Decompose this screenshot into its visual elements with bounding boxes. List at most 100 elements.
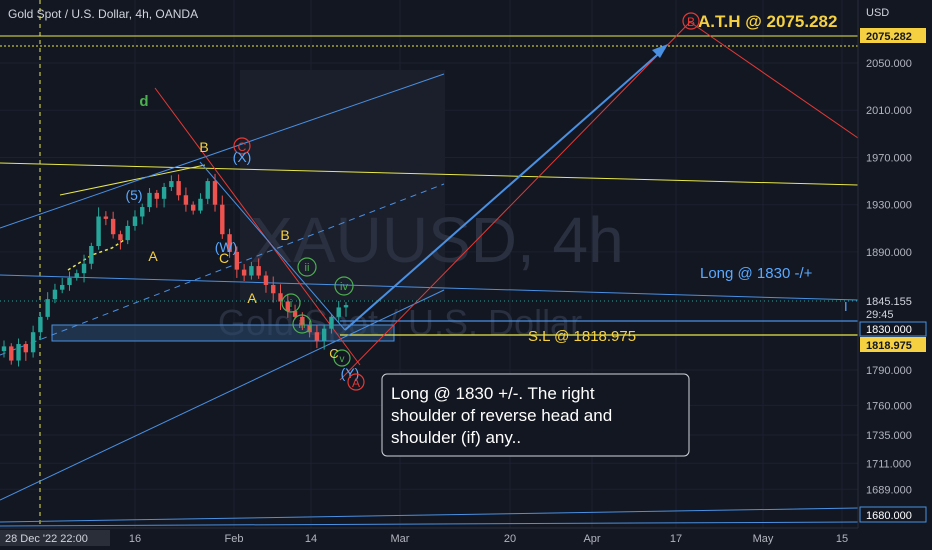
price-tick-2: 1970.000: [866, 152, 912, 164]
candle-body: [329, 316, 334, 329]
price-tick-4: 1890.000: [866, 247, 912, 259]
tag-bottom: 1680.000: [866, 510, 912, 522]
symbol-info: Gold Spot / U.S. Dollar, 4h, OANDA: [8, 7, 198, 21]
yellow-resistance-line: [0, 162, 859, 186]
candle-body: [227, 234, 232, 252]
wave-label-X: (X): [233, 149, 252, 165]
candle-body: [16, 344, 21, 361]
wave-circle-A: [347, 373, 365, 391]
candle-body: [314, 332, 320, 341]
blue-channel-upper: [0, 73, 445, 229]
tag-ath-bg: [860, 28, 926, 43]
time-tick-4: 20: [504, 533, 516, 545]
price-tick-0: 2050.000: [866, 58, 912, 70]
candle-body: [190, 204, 196, 211]
tag-ath: 2075.282: [866, 31, 912, 43]
blue-bottom-line-2: [0, 521, 859, 527]
blue-arrow-head: [652, 44, 668, 58]
wave-circle-iii: [292, 314, 312, 334]
candle-body: [220, 204, 225, 235]
price-tick-3: 1930.000: [866, 200, 912, 212]
blue-channel-lower: [0, 289, 445, 501]
price-tick-8: 1711.000: [866, 458, 911, 470]
wave-circle-v: [333, 349, 351, 367]
candle-body: [60, 284, 65, 290]
tag-long-bg: [859, 321, 927, 337]
tag-long: 1830.000: [866, 324, 912, 336]
candle-body: [125, 225, 130, 241]
blue-leg-line: [199, 161, 346, 331]
time-tick-7: May: [753, 533, 774, 545]
price-tick-5: 1790.000: [866, 365, 912, 377]
candle-body: [336, 307, 341, 317]
time-ticks: 16 Feb 14 Mar 20 Apr 17 May 15: [129, 533, 848, 545]
candle-body: [343, 305, 349, 308]
note-line-1: Long @ 1830 +/-. The right: [391, 384, 595, 403]
wave-circle-B: [682, 12, 700, 30]
long-label: Long @ 1830 -/+: [700, 265, 813, 282]
wave-label-Y: (Y): [341, 365, 360, 381]
candle-body: [205, 181, 210, 199]
candle-body: [110, 218, 116, 235]
candle-body: [198, 198, 203, 211]
wave-circle-C: [233, 137, 251, 155]
price-axis[interactable]: [858, 0, 932, 528]
time-tick-2: 14: [305, 533, 317, 545]
candle-body: [52, 289, 58, 300]
yellow-neckline: [59, 164, 206, 196]
price-ticks: 2050.000 2010.000 1970.000 1930.000 1890.000…: [866, 58, 912, 496]
wave-label-C1: C: [219, 250, 229, 266]
candle-body: [234, 251, 240, 270]
time-tick-5: Apr: [583, 533, 600, 545]
time-tick-0: 16: [129, 533, 141, 545]
candle-body: [263, 275, 269, 285]
tag-countdown: 29:45: [866, 309, 894, 321]
time-axis[interactable]: [0, 528, 932, 550]
candle-body: [176, 181, 181, 196]
time-cursor-label: 28 Dec '22 22:00: [5, 533, 88, 545]
time-tick-3: Mar: [391, 533, 410, 545]
blue-channel-mid: [0, 183, 445, 356]
ath-label: A.T.H @ 2075.282: [698, 12, 837, 31]
wave-label-C2: C: [329, 346, 338, 361]
blue-horizontal-line: [0, 274, 859, 301]
candle-body: [96, 216, 101, 247]
candle-body: [140, 207, 145, 217]
wave-label-C-circle: C: [238, 140, 247, 154]
candle-body: [256, 266, 261, 276]
wave-label-A-circle: A: [352, 376, 360, 390]
candle-body: [67, 277, 72, 285]
projection-shade: [240, 70, 445, 300]
wave-label-d: d: [139, 93, 148, 110]
candle-body: [74, 273, 79, 278]
wave-label-B-circle: B: [687, 15, 695, 29]
cursor-mark: I: [844, 299, 848, 314]
candle-body: [300, 316, 305, 326]
candle-body: [249, 266, 254, 276]
candle-body: [132, 216, 138, 226]
candle-body: [292, 310, 298, 317]
tag-sl-bg: [860, 337, 926, 352]
wave-circle-ii: [297, 257, 317, 277]
price-tick-7: 1735.000: [866, 430, 912, 442]
note-box[interactable]: [381, 373, 690, 457]
wave-label-5: (5): [125, 187, 142, 203]
sl-label: S.L @ 1818.975: [528, 328, 636, 345]
candle-body: [161, 186, 167, 199]
blue-projection-arrow: [344, 47, 666, 331]
candle-body: [147, 192, 152, 208]
wave-label-B1: B: [199, 139, 208, 155]
candle-body: [81, 263, 87, 274]
trend-lines: [0, 21, 859, 527]
candle-body: [23, 344, 29, 353]
currency-label: USD: [866, 7, 889, 19]
wave-circle-i: [281, 293, 301, 313]
wave-circle-iv: [334, 276, 354, 296]
candle-body: [285, 301, 290, 311]
time-tick-8: 15: [836, 533, 848, 545]
yellow-wave-path: [67, 235, 131, 271]
watermark-ticker: XAUUSD, 4h: [250, 204, 623, 276]
candle-body: [9, 346, 14, 361]
candle-body: [103, 216, 109, 219]
